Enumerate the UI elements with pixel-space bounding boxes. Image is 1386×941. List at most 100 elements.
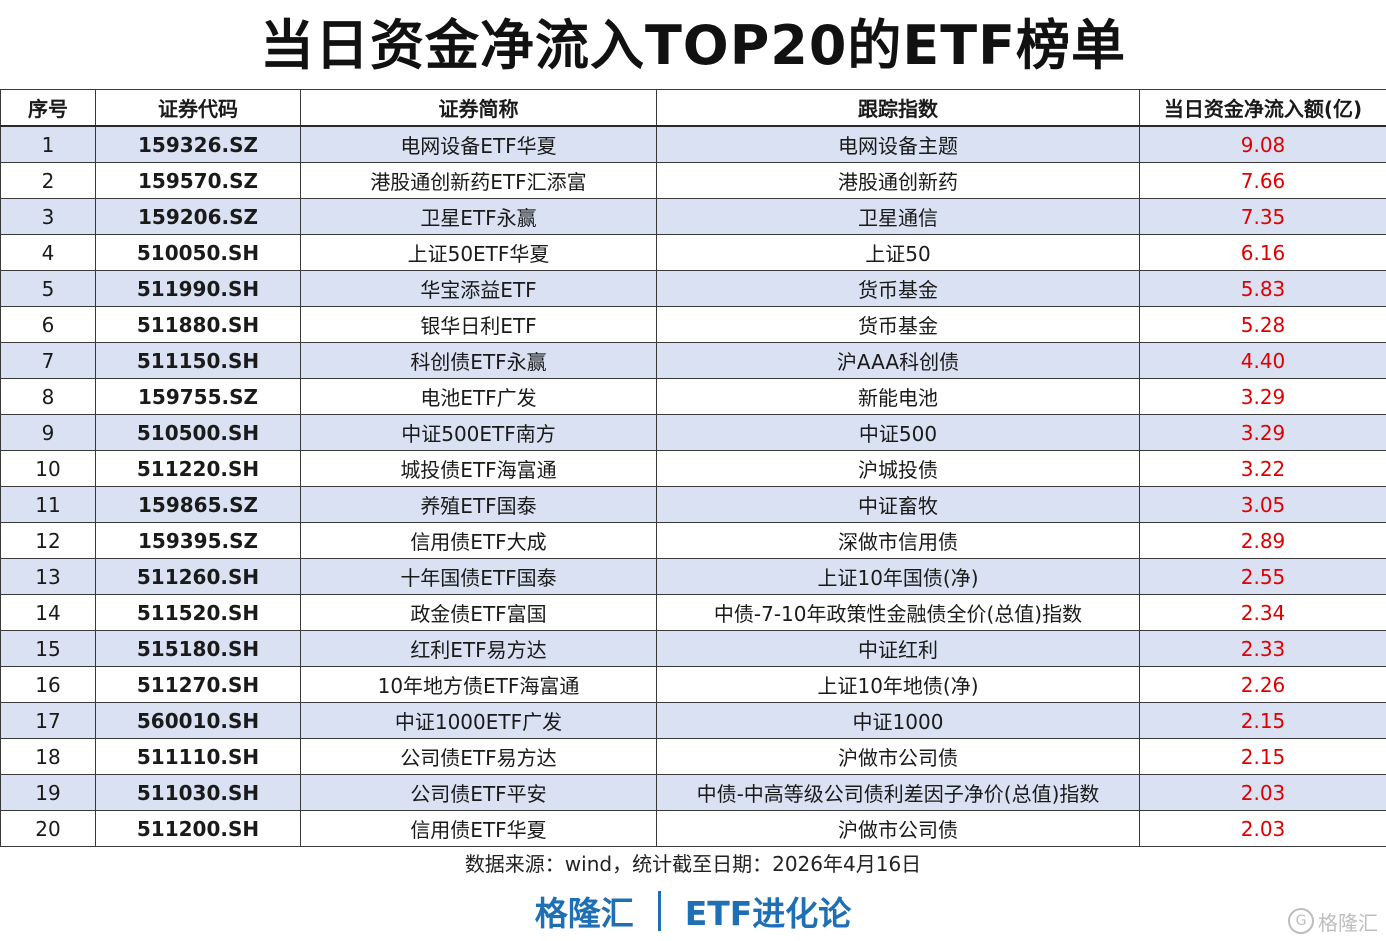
cell-flow: 5.83 [1139,270,1386,307]
brand-column-name: ETF进化论 [684,894,852,933]
table-row: 16 511270.SH 10年地方债ETF海富通 上证10年地债(净) 2.26 [0,666,1386,703]
cell-index: 中证1000 [656,702,1140,739]
cell-no: 3 [0,198,96,235]
table-row: 12 159395.SZ 信用债ETF大成 深做市信用债 2.89 [0,522,1386,559]
table-row: 4 510050.SH 上证50ETF华夏 上证50 6.16 [0,234,1386,271]
cell-flow: 2.34 [1139,594,1386,631]
cell-no: 4 [0,234,96,271]
cell-index: 上证10年国债(净) [656,558,1140,595]
table-row: 2 159570.SZ 港股通创新药ETF汇添富 港股通创新药 7.66 [0,162,1386,199]
brand-name: 格隆汇 [534,894,634,933]
cell-code: 511990.SH [95,270,301,307]
cell-index: 卫星通信 [656,198,1140,235]
cell-flow: 3.22 [1139,450,1386,487]
col-header-name: 证券简称 [300,89,657,127]
col-header-no: 序号 [0,89,96,127]
cell-index: 沪做市公司债 [656,810,1140,847]
cell-flow: 6.16 [1139,234,1386,271]
watermark-text: 格隆汇 [1318,910,1378,935]
cell-name: 10年地方债ETF海富通 [300,666,657,703]
cell-no: 17 [0,702,96,739]
etf-ranking-table: 序号 证券代码 证券简称 跟踪指数 当日资金净流入额(亿) 1 159326.SZ… [0,89,1386,847]
cell-no: 6 [0,306,96,343]
cell-no: 20 [0,810,96,847]
cell-flow: 2.89 [1139,522,1386,559]
cell-index: 沪城投债 [656,450,1140,487]
cell-index: 沪做市公司债 [656,738,1140,775]
cell-flow: 2.15 [1139,702,1386,739]
table-row: 19 511030.SH 公司债ETF平安 中债-中高等级公司债利差因子净价(总值)指… [0,774,1386,811]
cell-name: 信用债ETF大成 [300,522,657,559]
cell-no: 2 [0,162,96,199]
cell-flow: 3.29 [1139,378,1386,415]
cell-flow: 7.66 [1139,162,1386,199]
cell-flow: 2.26 [1139,666,1386,703]
page-title: 当日资金净流入TOP20的ETF榜单 [259,14,1127,77]
table-row: 6 511880.SH 银华日利ETF 货币基金 5.28 [0,306,1386,343]
cell-flow: 3.05 [1139,486,1386,523]
cell-no: 13 [0,558,96,595]
cell-index: 新能电池 [656,378,1140,415]
cell-code: 511520.SH [95,594,301,631]
table-row: 10 511220.SH 城投债ETF海富通 沪城投债 3.22 [0,450,1386,487]
cell-name: 科创债ETF永赢 [300,342,657,379]
cell-code: 159326.SZ [95,125,301,163]
table-row: 11 159865.SZ 养殖ETF国泰 中证畜牧 3.05 [0,486,1386,523]
table-row: 13 511260.SH 十年国债ETF国泰 上证10年国债(净) 2.55 [0,558,1386,595]
cell-code: 159395.SZ [95,522,301,559]
cell-no: 11 [0,486,96,523]
cell-index: 中债-7-10年政策性金融债全价(总值)指数 [656,594,1140,631]
brand-footer: 格隆汇 ETF进化论 [0,888,1386,934]
cell-name: 电池ETF广发 [300,378,657,415]
cell-name: 上证50ETF华夏 [300,234,657,271]
data-source-note: 数据来源：wind，统计截至日期：2026年4月16日 [464,852,922,876]
cell-no: 16 [0,666,96,703]
cell-index: 上证50 [656,234,1140,271]
cell-no: 18 [0,738,96,775]
table-row: 1 159326.SZ 电网设备ETF华夏 电网设备主题 9.08 [0,125,1386,163]
table-row: 9 510500.SH 中证500ETF南方 中证500 3.29 [0,414,1386,451]
table-row: 3 159206.SZ 卫星ETF永赢 卫星通信 7.35 [0,198,1386,235]
cell-flow: 4.40 [1139,342,1386,379]
cell-index: 上证10年地债(净) [656,666,1140,703]
cell-no: 5 [0,270,96,307]
table-row: 15 515180.SH 红利ETF易方达 中证红利 2.33 [0,630,1386,667]
cell-name: 港股通创新药ETF汇添富 [300,162,657,199]
cell-flow: 5.28 [1139,306,1386,343]
table-row: 17 560010.SH 中证1000ETF广发 中证1000 2.15 [0,702,1386,739]
cell-no: 1 [0,125,96,163]
cell-no: 15 [0,630,96,667]
cell-index: 深做市信用债 [656,522,1140,559]
cell-name: 华宝添益ETF [300,270,657,307]
cell-index: 货币基金 [656,306,1140,343]
cell-code: 511030.SH [95,774,301,811]
cell-index: 电网设备主题 [656,125,1140,163]
cell-name: 公司债ETF平安 [300,774,657,811]
cell-name: 信用债ETF华夏 [300,810,657,847]
table-header-row: 序号 证券代码 证券简称 跟踪指数 当日资金净流入额(亿) [0,89,1386,127]
cell-no: 10 [0,450,96,487]
cell-flow: 2.03 [1139,810,1386,847]
cell-flow: 7.35 [1139,198,1386,235]
cell-name: 十年国债ETF国泰 [300,558,657,595]
cell-index: 中证500 [656,414,1140,451]
cell-code: 159755.SZ [95,378,301,415]
cell-flow: 2.03 [1139,774,1386,811]
cell-no: 19 [0,774,96,811]
cell-code: 159865.SZ [95,486,301,523]
cell-name: 卫星ETF永赢 [300,198,657,235]
cell-flow: 2.55 [1139,558,1386,595]
cell-code: 159206.SZ [95,198,301,235]
col-header-code: 证券代码 [95,89,301,127]
cell-code: 159570.SZ [95,162,301,199]
cell-code: 560010.SH [95,702,301,739]
cell-code: 511270.SH [95,666,301,703]
cell-no: 7 [0,342,96,379]
cell-flow: 3.29 [1139,414,1386,451]
cell-name: 公司债ETF易方达 [300,738,657,775]
table-row: 8 159755.SZ 电池ETF广发 新能电池 3.29 [0,378,1386,415]
cell-index: 港股通创新药 [656,162,1140,199]
cell-index: 中证畜牧 [656,486,1140,523]
table-row: 18 511110.SH 公司债ETF易方达 沪做市公司债 2.15 [0,738,1386,775]
cell-code: 511150.SH [95,342,301,379]
